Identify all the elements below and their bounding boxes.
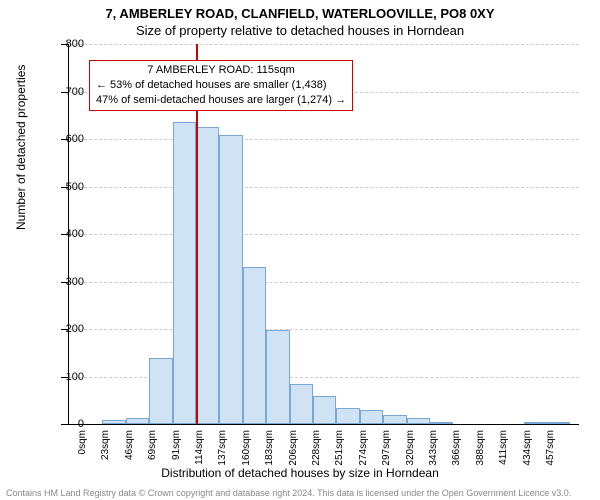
gridline (69, 377, 579, 378)
x-tick-label: 251sqm (334, 430, 345, 466)
x-tick-label: 343sqm (428, 430, 439, 466)
callout-line1: 7 AMBERLEY ROAD: 115sqm (96, 63, 346, 78)
x-tick-label: 457sqm (545, 430, 556, 466)
x-tick-label: 183sqm (264, 430, 275, 466)
bar (196, 127, 219, 424)
bar (547, 422, 570, 424)
y-axis-title: Number of detached properties (14, 65, 28, 230)
plot-area: 7 AMBERLEY ROAD: 115sqm ← 53% of detache… (68, 44, 579, 425)
x-tick-label: 228sqm (311, 430, 322, 466)
y-tick (61, 424, 69, 425)
x-axis-title: Distribution of detached houses by size … (0, 466, 600, 480)
x-tick-label: 297sqm (381, 430, 392, 466)
gridline (69, 282, 579, 283)
gridline (69, 329, 579, 330)
bar (524, 422, 547, 424)
bar (149, 358, 172, 425)
x-tick-label: 320sqm (405, 430, 416, 466)
bar (219, 135, 242, 424)
x-tick-label: 206sqm (288, 430, 299, 466)
x-tick-label: 46sqm (124, 430, 135, 460)
bar (336, 408, 359, 424)
footer-text: Contains HM Land Registry data © Crown c… (6, 488, 571, 498)
y-tick-label: 600 (66, 133, 84, 145)
bar (383, 415, 406, 424)
x-tick-label: 69sqm (147, 430, 158, 460)
page-title: 7, AMBERLEY ROAD, CLANFIELD, WATERLOOVIL… (0, 0, 600, 21)
x-tick-label: 388sqm (475, 430, 486, 466)
bar (313, 396, 336, 425)
bar (360, 410, 383, 424)
bar (430, 422, 453, 424)
y-tick-label: 700 (66, 86, 84, 98)
x-tick-label: 0sqm (77, 430, 88, 454)
gridline (69, 44, 579, 45)
bar (407, 418, 430, 424)
gridline (69, 139, 579, 140)
x-tick-label: 366sqm (451, 430, 462, 466)
y-tick-label: 300 (66, 276, 84, 288)
x-tick-label: 434sqm (522, 430, 533, 466)
bar (102, 420, 125, 424)
y-tick-label: 100 (66, 371, 84, 383)
x-tick-label: 411sqm (498, 430, 509, 465)
x-tick-label: 23sqm (100, 430, 111, 460)
x-tick-label: 160sqm (241, 430, 252, 466)
callout-line3: 47% of semi-detached houses are larger (… (96, 93, 346, 108)
callout-box: 7 AMBERLEY ROAD: 115sqm ← 53% of detache… (89, 60, 353, 111)
x-tick-label: 114sqm (194, 430, 205, 465)
bar (173, 122, 196, 424)
bar (290, 384, 313, 424)
gridline (69, 234, 579, 235)
callout-line2: ← 53% of detached houses are smaller (1,… (96, 78, 346, 93)
x-tick-label: 274sqm (358, 430, 369, 466)
y-tick-label: 0 (78, 418, 84, 430)
gridline (69, 187, 579, 188)
chart-container: 7, AMBERLEY ROAD, CLANFIELD, WATERLOOVIL… (0, 0, 600, 500)
y-tick-label: 400 (66, 228, 84, 240)
x-tick-label: 91sqm (171, 430, 182, 460)
page-subtitle: Size of property relative to detached ho… (0, 21, 600, 38)
bar (243, 267, 266, 424)
bar (266, 330, 289, 424)
bar (126, 418, 149, 424)
y-tick-label: 500 (66, 181, 84, 193)
x-tick-label: 137sqm (217, 430, 228, 466)
y-tick-label: 200 (66, 323, 84, 335)
y-tick-label: 800 (66, 38, 84, 50)
